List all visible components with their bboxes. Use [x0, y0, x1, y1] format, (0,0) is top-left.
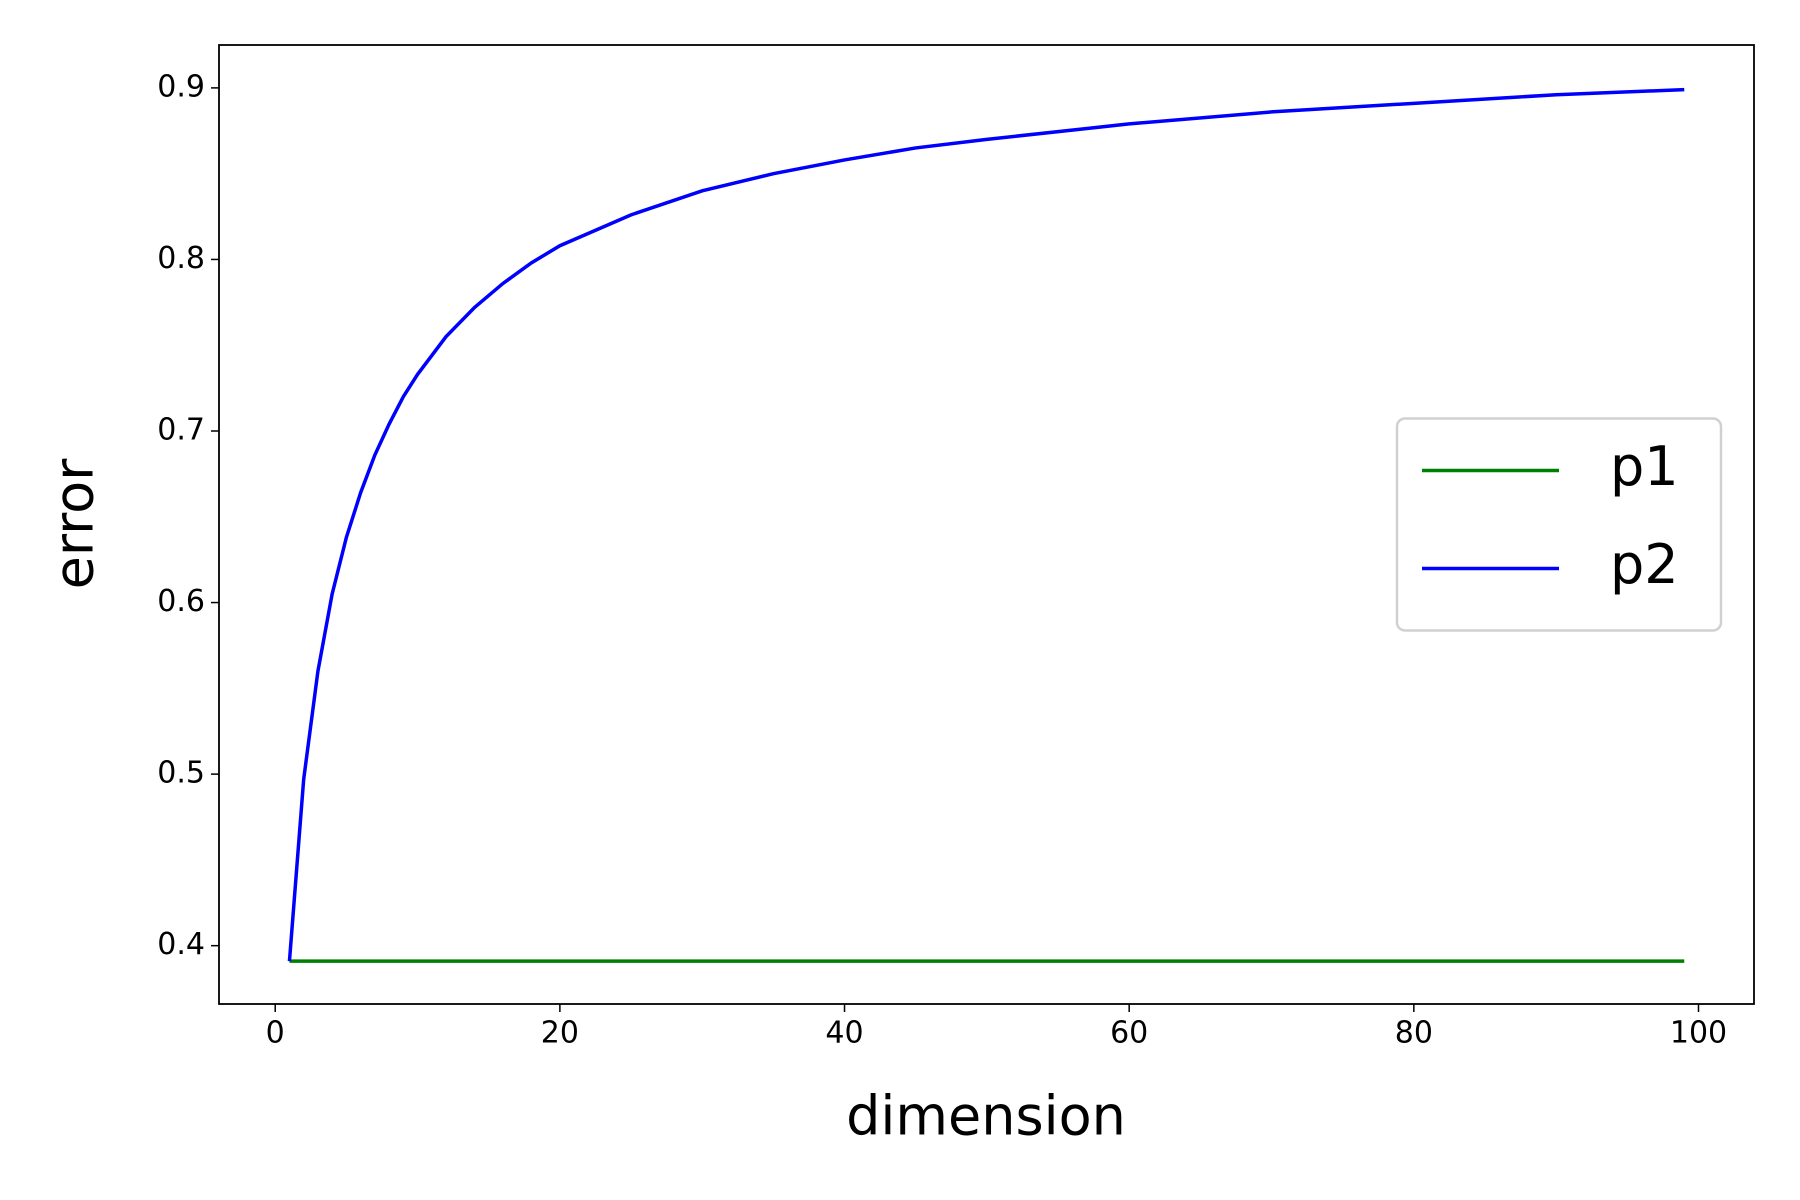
y-tick-label: 0.6 [157, 584, 205, 619]
y-tick-label: 0.4 [157, 927, 205, 962]
legend-label: p2 [1610, 533, 1679, 596]
x-tick-label: 0 [266, 1016, 285, 1051]
legend-label: p1 [1610, 435, 1679, 498]
y-tick-label: 0.9 [157, 69, 205, 104]
x-tick-label: 80 [1395, 1016, 1433, 1051]
y-axis-label: error [43, 458, 106, 590]
y-tick-label: 0.7 [157, 413, 205, 448]
y-tick-label: 0.5 [157, 756, 205, 791]
x-tick-label: 20 [541, 1016, 579, 1051]
x-tick-label: 100 [1670, 1016, 1727, 1051]
x-tick-label: 40 [825, 1016, 863, 1051]
y-tick-label: 0.8 [157, 241, 205, 276]
line-series [287, 87, 1685, 962]
x-tick-label: 60 [1110, 1016, 1148, 1051]
plot-frame [218, 44, 1755, 1005]
x-axis-label: dimension [846, 1085, 1126, 1148]
